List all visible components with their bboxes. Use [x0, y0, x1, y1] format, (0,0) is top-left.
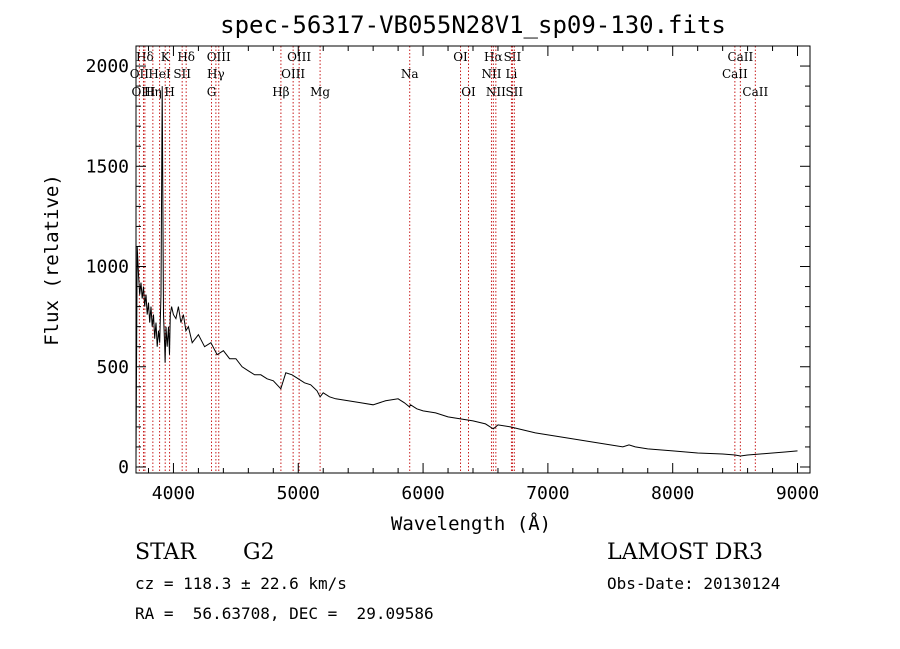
line-label-11: G	[207, 85, 217, 99]
line-label-24: SII	[505, 85, 523, 99]
y-tick-label: 500	[96, 357, 129, 378]
redshift-cz: cz = 118.3 ± 22.6 km/s	[135, 574, 347, 593]
x-tick-label: 9000	[776, 483, 819, 504]
line-label-6: Hδ	[177, 50, 195, 64]
plot-area	[135, 86, 798, 462]
spectrum-line	[135, 86, 798, 462]
line-label-8: H	[164, 85, 174, 99]
line-label-7: SII	[173, 67, 191, 81]
object-class: STAR	[135, 540, 196, 565]
object-subclass: G2	[243, 540, 275, 565]
line-label-17: OI	[453, 50, 468, 64]
line-label-2: OIII	[131, 85, 155, 99]
line-label-20: SII	[504, 50, 522, 64]
line-label-12: Hβ	[272, 85, 289, 99]
survey-name: LAMOST DR3	[607, 540, 763, 565]
line-label-26: CaII	[722, 67, 748, 81]
x-tick-label: 8000	[651, 483, 694, 504]
line-label-16: Na	[401, 67, 419, 81]
x-tick-label: 4000	[152, 483, 195, 504]
y-tick-label: 0	[118, 457, 129, 478]
line-label-25: CaII	[727, 50, 753, 64]
line-label-1: OII	[130, 67, 150, 81]
y-tick-label: 2000	[86, 56, 129, 77]
line-label-27: CaII	[742, 85, 768, 99]
y-tick-label: 1000	[86, 257, 129, 278]
line-label-3: K	[161, 50, 171, 64]
x-tick-label: 5000	[277, 483, 320, 504]
line-label-19: Hα	[484, 50, 503, 64]
line-label-0: Hδ	[136, 50, 154, 64]
line-label-5: Hη	[144, 85, 162, 99]
x-tick-label: 7000	[526, 483, 569, 504]
line-label-10: Hγ	[207, 67, 225, 81]
coordinates: RA = 56.63708, DEC = 29.09586	[135, 604, 434, 623]
chart-title: spec-56317-VB055N28V1_sp09-130.fits	[220, 11, 726, 39]
line-label-21: NII	[481, 67, 501, 81]
y-axis-label: Flux (relative)	[41, 174, 63, 346]
line-label-13: OIII	[287, 50, 311, 64]
plot-frame	[135, 45, 811, 474]
line-label-22: Li	[506, 67, 518, 81]
line-label-18: OI	[461, 85, 476, 99]
line-label-23: NII	[486, 85, 506, 99]
x-tick-label: 6000	[401, 483, 444, 504]
line-label-4: HeI	[148, 67, 171, 81]
axes: 4000 5000 6000 7000 8000 9000 0 500 1000 1500 2000	[86, 45, 819, 504]
observation-date: Obs-Date: 20130124	[607, 574, 781, 593]
line-label-14: OIII	[281, 67, 305, 81]
line-label-9: OIII	[207, 50, 231, 64]
x-axis-label: Wavelength (Å)	[391, 512, 551, 535]
line-label-15: Mg	[310, 85, 330, 99]
emission-line-markers: Hδ OII OIII K HeI Hη Hδ SII H OIII Hγ G Hβ OIII OIII Mg…	[130, 46, 768, 473]
y-tick-label: 1500	[86, 156, 129, 177]
